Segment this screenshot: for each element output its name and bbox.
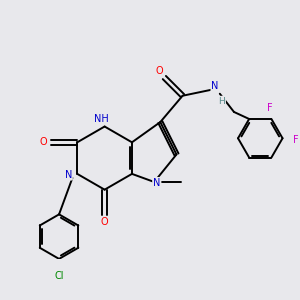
Text: O: O — [40, 137, 47, 147]
Text: O: O — [156, 67, 163, 76]
Text: H: H — [218, 97, 225, 106]
Text: O: O — [101, 217, 108, 227]
Text: F: F — [267, 103, 272, 112]
Text: N: N — [153, 178, 160, 188]
Text: F: F — [293, 135, 298, 145]
Text: Cl: Cl — [54, 271, 64, 281]
Text: N: N — [211, 81, 219, 92]
Text: NH: NH — [94, 114, 109, 124]
Text: N: N — [65, 170, 72, 180]
